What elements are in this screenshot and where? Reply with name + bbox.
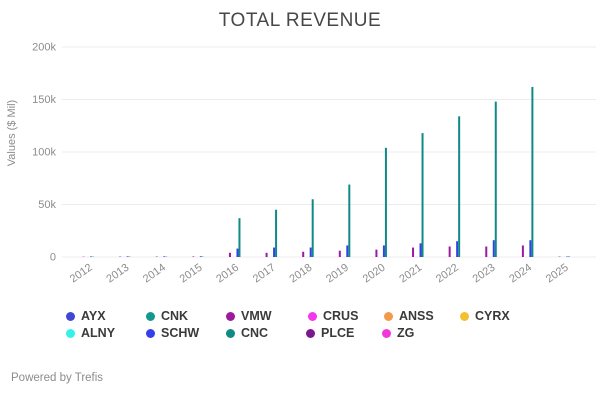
svg-text:2018: 2018	[287, 262, 314, 286]
svg-text:2017: 2017	[251, 262, 278, 286]
svg-text:0: 0	[50, 252, 56, 264]
svg-text:2012: 2012	[68, 262, 95, 286]
svg-text:2022: 2022	[434, 262, 461, 286]
svg-text:2021: 2021	[397, 262, 424, 286]
svg-text:2016: 2016	[214, 262, 241, 286]
svg-text:2019: 2019	[324, 262, 351, 286]
svg-text:2024: 2024	[507, 262, 534, 286]
svg-text:2023: 2023	[471, 262, 498, 286]
svg-text:100k: 100k	[32, 147, 56, 159]
svg-text:2015: 2015	[178, 262, 205, 286]
svg-text:2013: 2013	[104, 262, 131, 286]
svg-text:150k: 150k	[32, 94, 56, 106]
svg-text:2014: 2014	[141, 262, 168, 286]
svg-text:50k: 50k	[38, 199, 56, 211]
svg-text:2020: 2020	[361, 262, 388, 286]
svg-text:2025: 2025	[544, 262, 571, 286]
svg-text:200k: 200k	[32, 42, 56, 54]
